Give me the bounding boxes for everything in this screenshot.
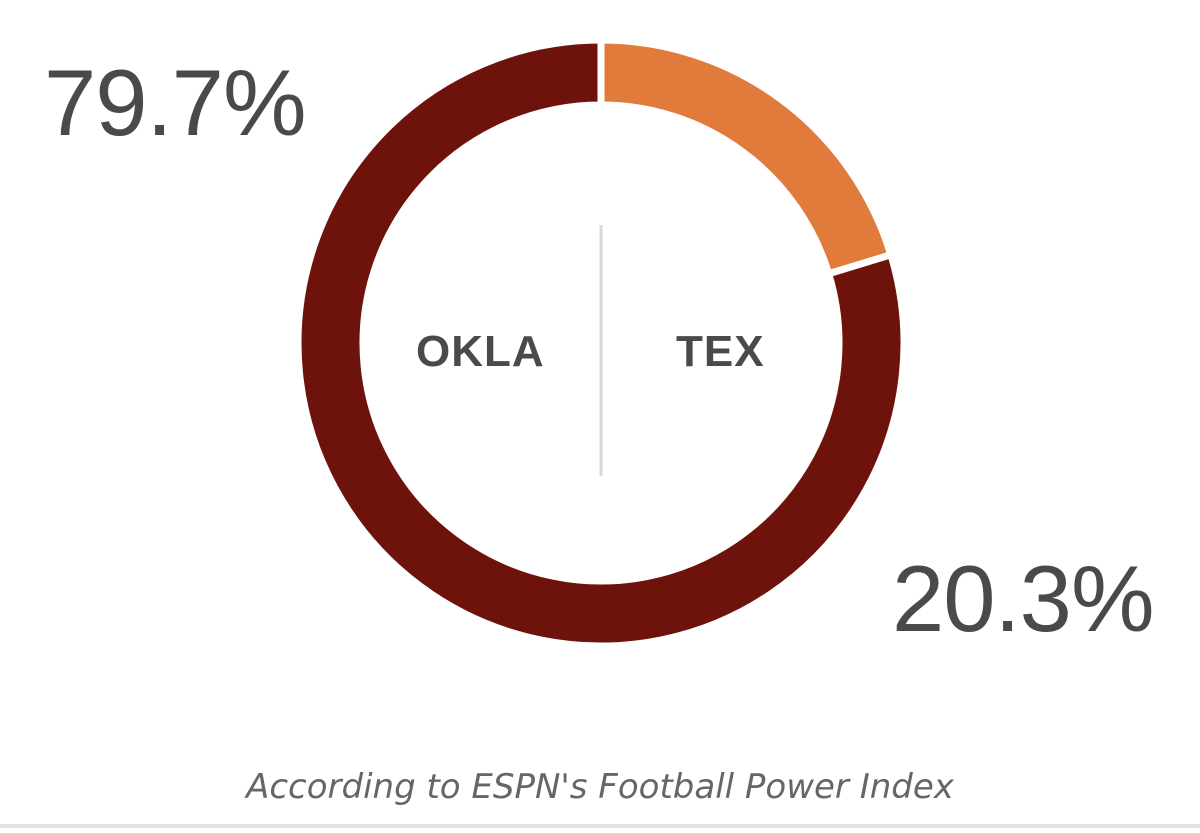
bottom-divider — [0, 824, 1200, 828]
donut-slice-okla — [294, 36, 908, 650]
tex-percent-label: 20.3% — [892, 546, 1155, 651]
donut-slice-tex — [597, 36, 896, 279]
team-label-tex: TEX — [676, 327, 765, 376]
team-label-okla: OKLA — [416, 327, 545, 376]
chart-caption: According to ESPN's Football Power Index — [246, 767, 954, 807]
okla-percent-label: 79.7% — [44, 50, 307, 155]
